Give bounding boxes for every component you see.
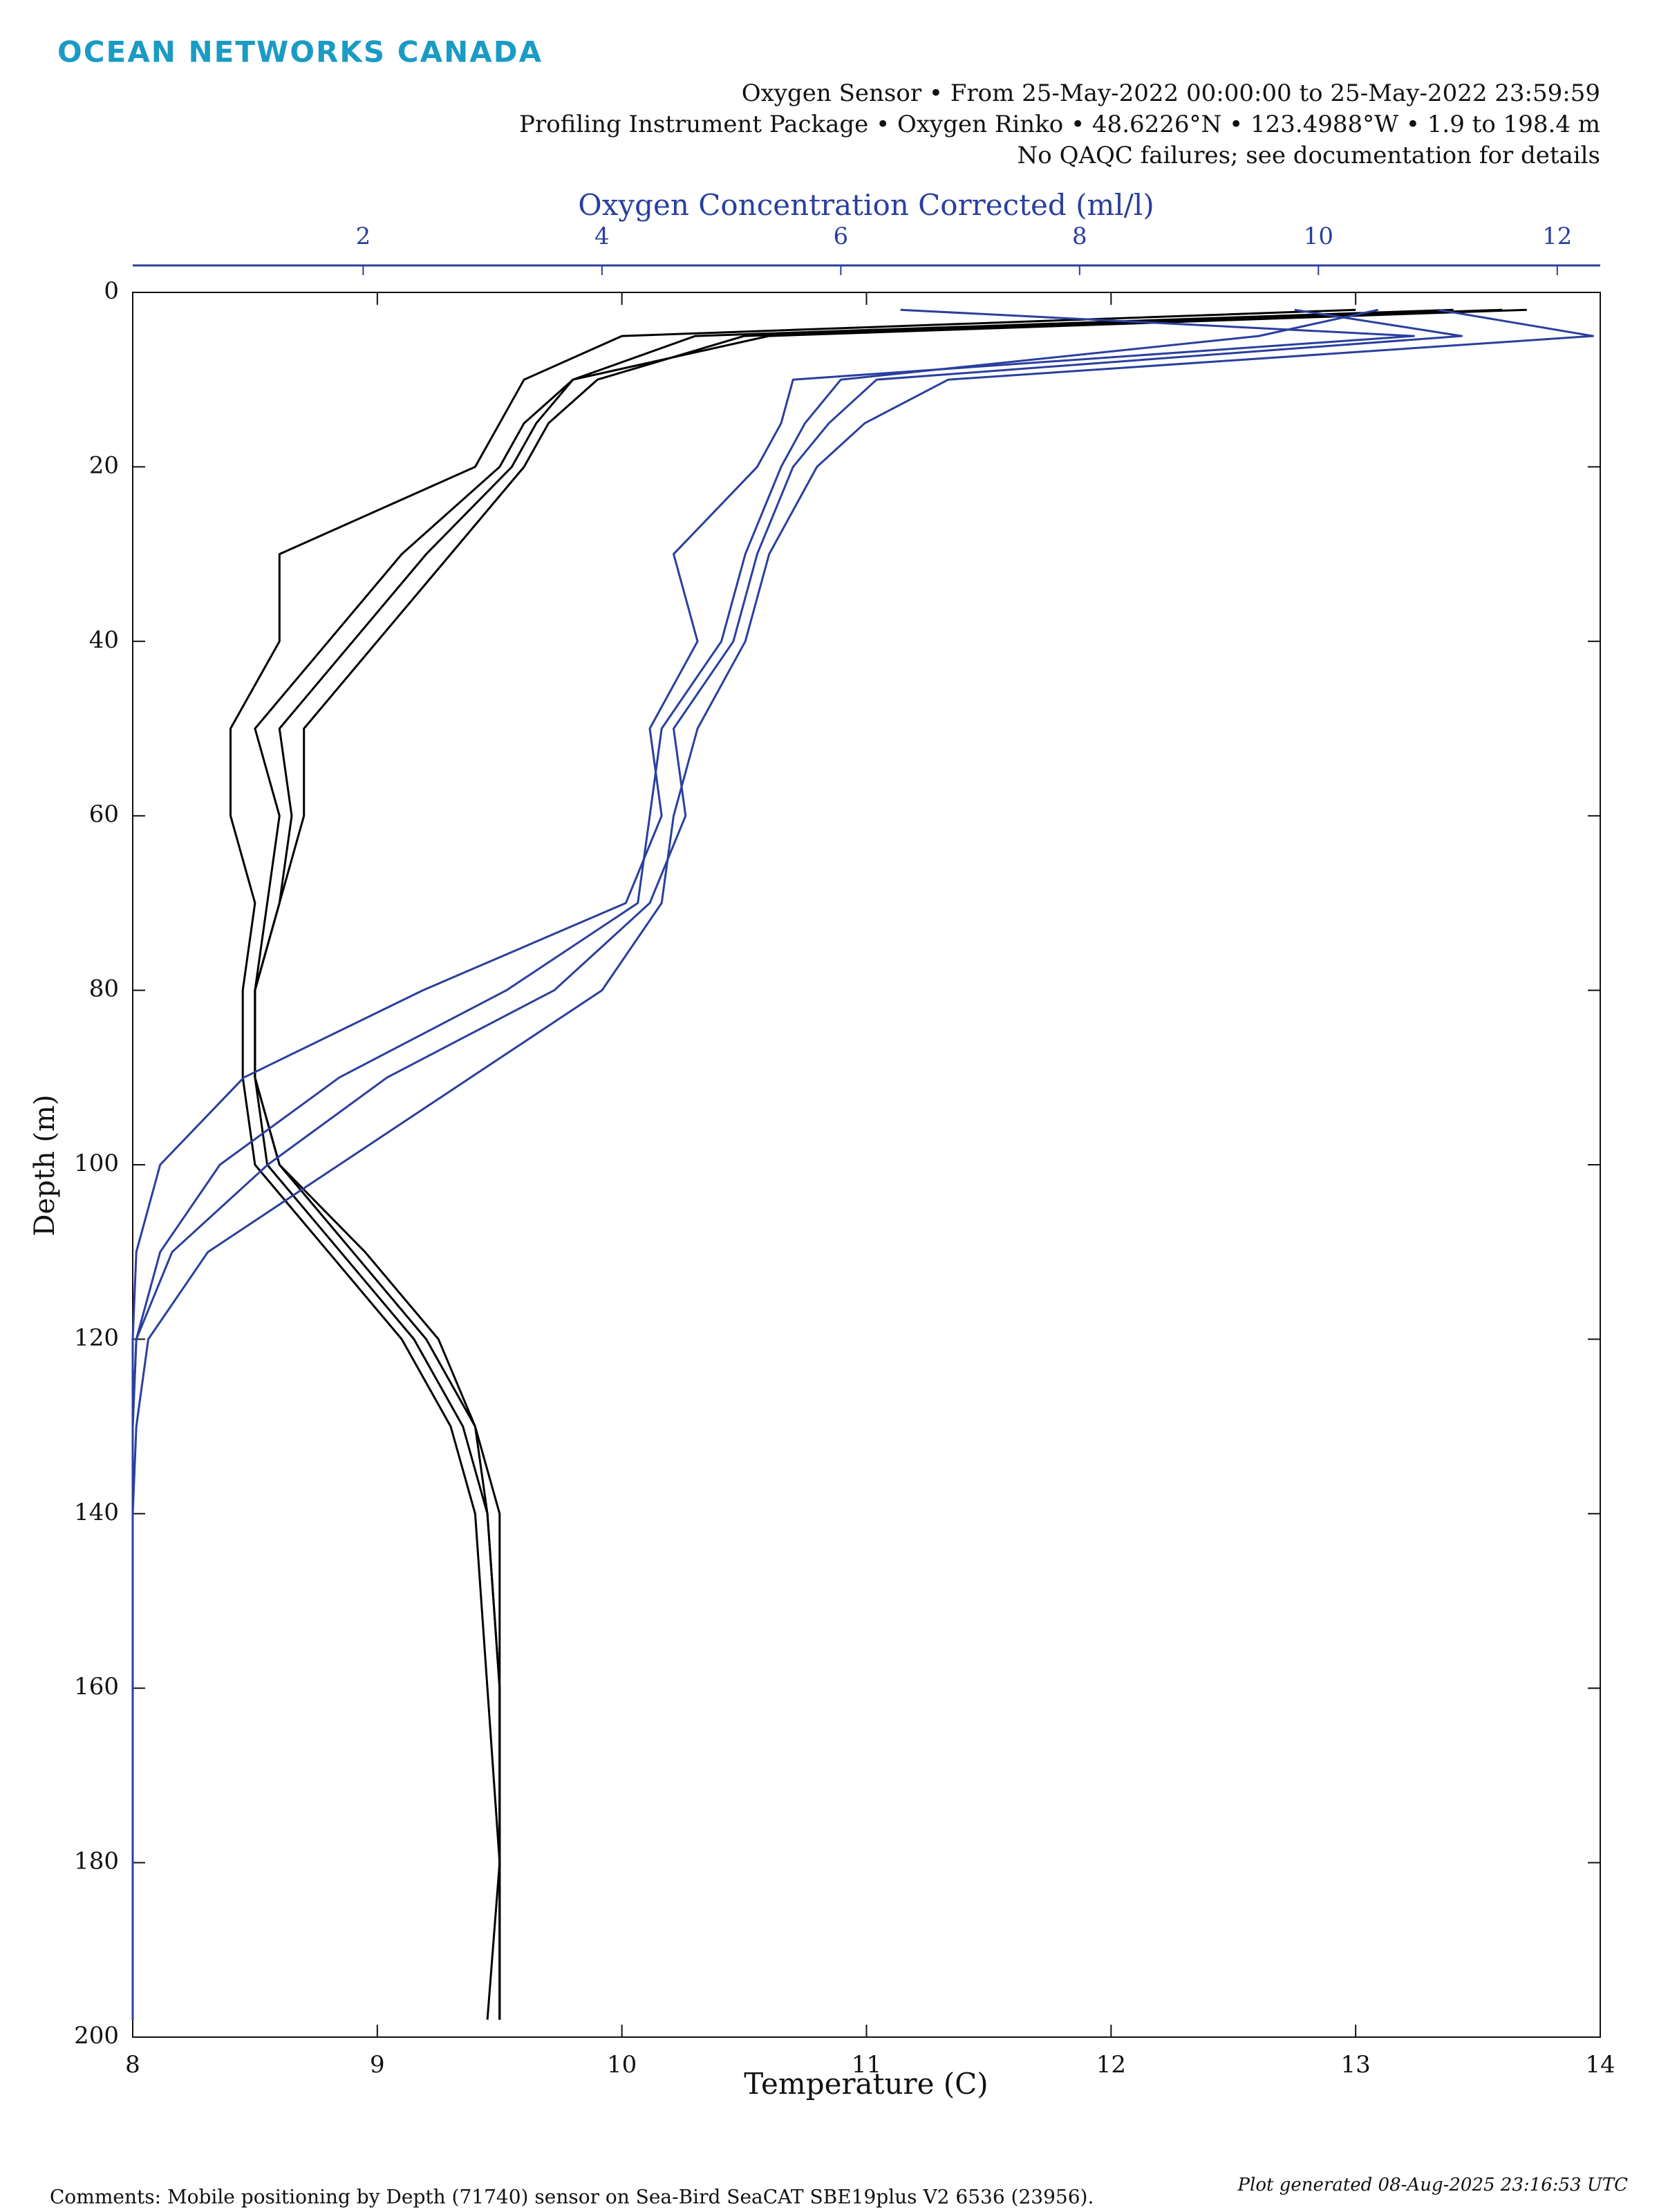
x2-tick-label: 12	[1542, 223, 1572, 250]
y-tick-label: 160	[74, 1673, 119, 1700]
profile-line	[229, 308, 1356, 2020]
x-tick-label: 9	[370, 2051, 385, 2079]
profile-line	[131, 308, 1379, 2020]
x-tick-label: 11	[852, 2051, 881, 2079]
y-tick-label: 200	[74, 2022, 119, 2050]
x2-tick-label: 4	[594, 223, 610, 250]
plot-frame	[132, 292, 1601, 2038]
x-tick-label: 10	[607, 2051, 637, 2079]
y-tick-label: 120	[74, 1324, 119, 1351]
x-tick-label: 13	[1341, 2051, 1371, 2079]
x2-tick-label: 2	[356, 223, 371, 250]
x-tick-label: 14	[1585, 2051, 1615, 2079]
subtitle: Profiling Instrument Package • Oxygen Ri…	[519, 111, 1600, 138]
x2-tick-label: 6	[834, 223, 849, 250]
footnote: Comments: Mobile positioning by Depth (7…	[50, 2186, 1094, 2209]
profile-line	[254, 308, 1503, 2020]
y-tick-label: 40	[89, 626, 119, 654]
profile-line	[131, 308, 1595, 2020]
x2-tick-label: 10	[1304, 223, 1333, 250]
brand-logo: OCEAN NETWORKS CANADA	[57, 35, 543, 69]
y-tick-label: 20	[89, 451, 119, 479]
y-tick-label: 80	[89, 975, 119, 1003]
subtitle: No QAQC failures; see documentation for …	[1018, 142, 1600, 169]
profile-line	[254, 308, 1527, 2020]
profile-line	[131, 308, 1415, 2020]
y-tick-label: 180	[74, 1848, 119, 1875]
subtitle: Oxygen Sensor • From 25-May-2022 00:00:0…	[742, 79, 1600, 107]
x2-axis-label: Oxygen Concentration Corrected (ml/l)	[578, 188, 1154, 222]
y-tick-label: 140	[74, 1499, 119, 1526]
y-axis-label: Depth (m)	[29, 1094, 61, 1236]
x-axis-label: Temperature (C)	[744, 2067, 988, 2101]
y-tick-label: 60	[89, 800, 119, 828]
x-tick-label: 8	[125, 2051, 140, 2079]
timestamp: Plot generated 08-Aug-2025 23:16:53 UTC	[1237, 2175, 1629, 2195]
profile-line	[131, 308, 1463, 2020]
y-tick-label: 0	[104, 277, 119, 305]
x-tick-label: 12	[1096, 2051, 1126, 2079]
y-tick-label: 100	[74, 1150, 119, 1177]
x2-tick-label: 8	[1072, 223, 1087, 250]
profile-line	[254, 308, 1454, 2020]
